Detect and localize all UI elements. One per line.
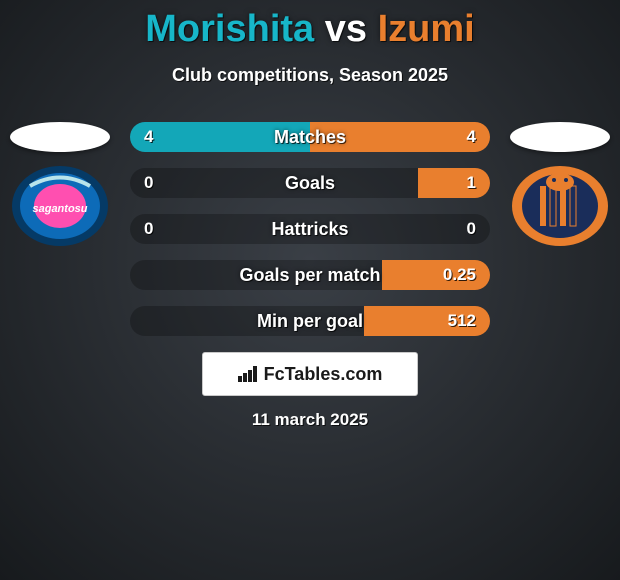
stat-label: Hattricks: [130, 214, 490, 244]
page-title: Morishita vs Izumi: [0, 0, 620, 51]
stat-value-right: 4: [467, 122, 476, 152]
left-player-ellipse: [10, 122, 110, 152]
subtitle: Club competitions, Season 2025: [0, 65, 620, 86]
stat-value-right: 512: [448, 306, 476, 336]
stat-row: Goals0 1: [130, 168, 490, 198]
stat-label: Matches: [130, 122, 490, 152]
stat-label: Goals per match: [130, 260, 490, 290]
player-left-name: Morishita: [145, 8, 314, 50]
right-club-badge: [510, 164, 610, 248]
left-player-column: sagantosu: [0, 122, 120, 248]
left-club-badge: sagantosu: [10, 164, 110, 248]
brand-label: FcTables.com: [264, 364, 383, 385]
stat-label: Goals: [130, 168, 490, 198]
stat-value-left: 0: [144, 168, 153, 198]
stat-row: Matches4 4: [130, 122, 490, 152]
stat-row: Min per goal512: [130, 306, 490, 336]
svg-text:sagantosu: sagantosu: [32, 203, 87, 215]
bars-rising-icon: [238, 366, 258, 382]
vs-separator: vs: [325, 8, 367, 50]
right-player-ellipse: [510, 122, 610, 152]
footer-date: 11 march 2025: [0, 410, 620, 430]
stat-value-right: 1: [467, 168, 476, 198]
sagantosu-crest-icon: sagantosu: [10, 164, 110, 248]
stat-row: Hattricks0 0: [130, 214, 490, 244]
infographic-root: Morishita vs Izumi Club competitions, Se…: [0, 0, 620, 580]
brand-attribution: FcTables.com: [202, 352, 418, 396]
stat-value-left: 0: [144, 214, 153, 244]
stat-row: Goals per match0.25: [130, 260, 490, 290]
stat-value-right: 0.25: [443, 260, 476, 290]
player-right-name: Izumi: [378, 8, 475, 50]
right-player-column: [500, 122, 620, 248]
stat-label: Min per goal: [130, 306, 490, 336]
stat-value-right: 0: [467, 214, 476, 244]
comparison-rows: Matches44Goals01Hattricks00Goals per mat…: [130, 122, 490, 352]
omiya-ardija-crest-icon: [510, 164, 610, 248]
stat-value-left: 4: [144, 122, 153, 152]
